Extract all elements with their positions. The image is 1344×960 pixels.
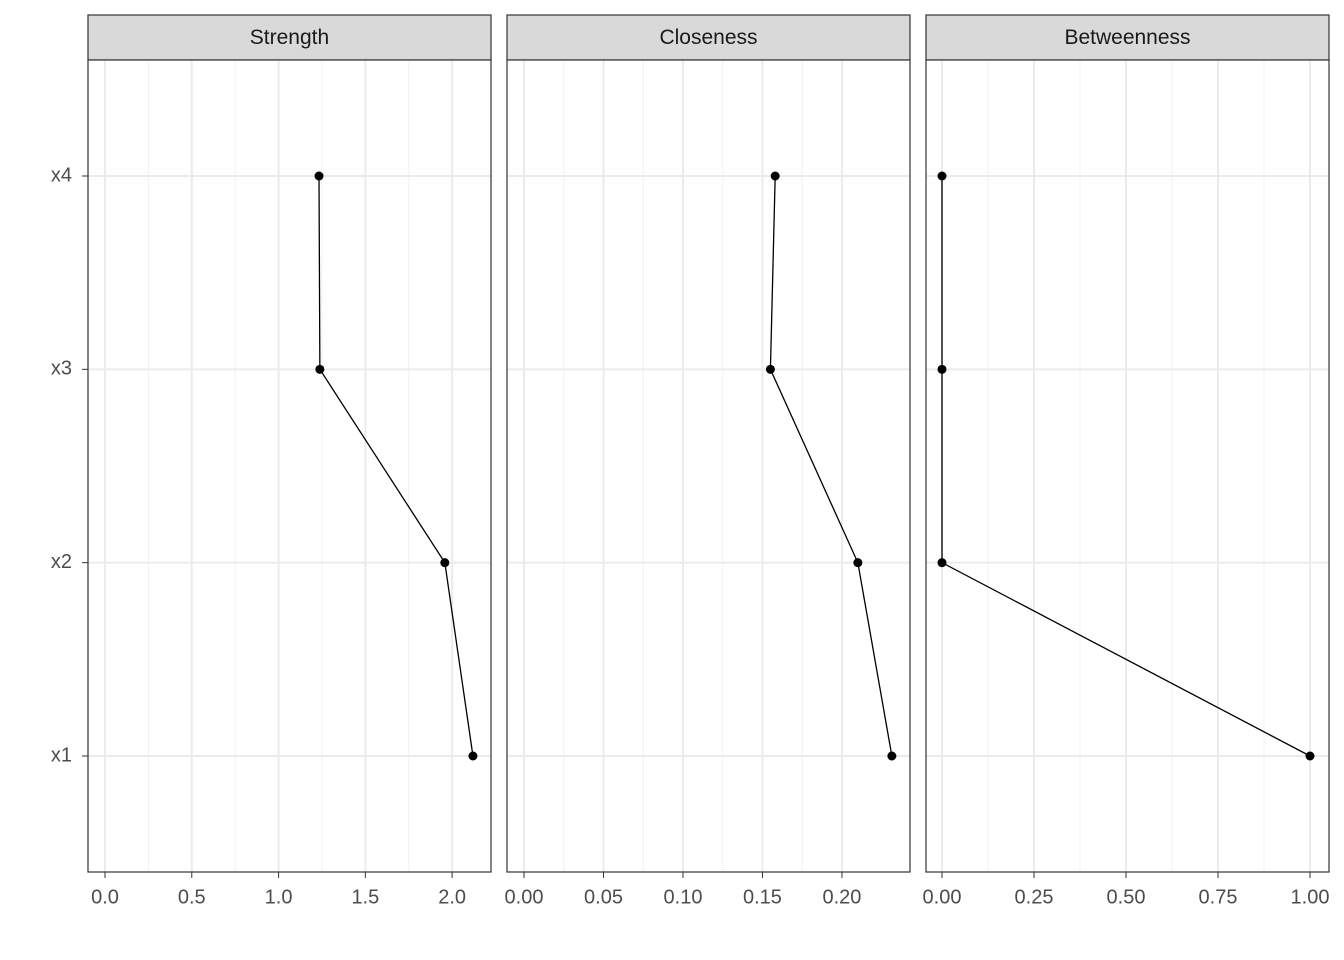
x-tick-label: 0.05 <box>584 886 623 908</box>
panel-border <box>925 59 1330 873</box>
strip-label: Strength <box>250 26 329 49</box>
strip-label: Betweenness <box>1064 26 1190 49</box>
y-tick-label: x2 <box>51 551 72 573</box>
point <box>937 364 947 374</box>
line <box>941 176 1311 757</box>
point <box>937 558 947 568</box>
x-tick-label: 1.00 <box>1291 886 1330 908</box>
point <box>765 364 775 374</box>
x-tick-label: 1.0 <box>265 886 293 908</box>
line <box>769 175 893 757</box>
y-tick-label: x4 <box>51 164 72 186</box>
strip <box>87 14 492 61</box>
x-tick-label: 0.15 <box>743 886 782 908</box>
x-tick-label: 1.5 <box>351 886 379 908</box>
x-tick-label: 0.75 <box>1199 886 1238 908</box>
x-tick-label: 0.50 <box>1107 886 1146 908</box>
panel-border <box>87 59 492 873</box>
point <box>887 751 897 761</box>
point <box>315 364 325 374</box>
point <box>314 171 324 181</box>
y-tick-label: x3 <box>51 358 72 380</box>
y-tick-label: x1 <box>51 744 72 766</box>
panel-bg <box>507 60 910 872</box>
strip <box>925 14 1330 61</box>
point <box>468 751 478 761</box>
point <box>770 171 780 181</box>
x-tick-label: 0.10 <box>664 886 703 908</box>
line <box>318 175 474 757</box>
x-tick-label: 0.25 <box>1015 886 1054 908</box>
x-tick-label: 0.5 <box>178 886 206 908</box>
x-tick-label: 0.00 <box>505 886 544 908</box>
x-tick-label: 2.0 <box>438 886 466 908</box>
point <box>853 558 863 568</box>
panel-bg <box>926 60 1329 872</box>
strip-label: Closeness <box>659 26 757 49</box>
x-tick-label: 0.0 <box>91 886 119 908</box>
panel-border <box>506 59 911 873</box>
point <box>937 171 947 181</box>
point <box>440 558 450 568</box>
point <box>1305 751 1315 761</box>
panel-bg <box>88 60 491 872</box>
strip <box>506 14 911 61</box>
x-tick-label: 0.00 <box>923 886 962 908</box>
x-tick-label: 0.20 <box>822 886 861 908</box>
